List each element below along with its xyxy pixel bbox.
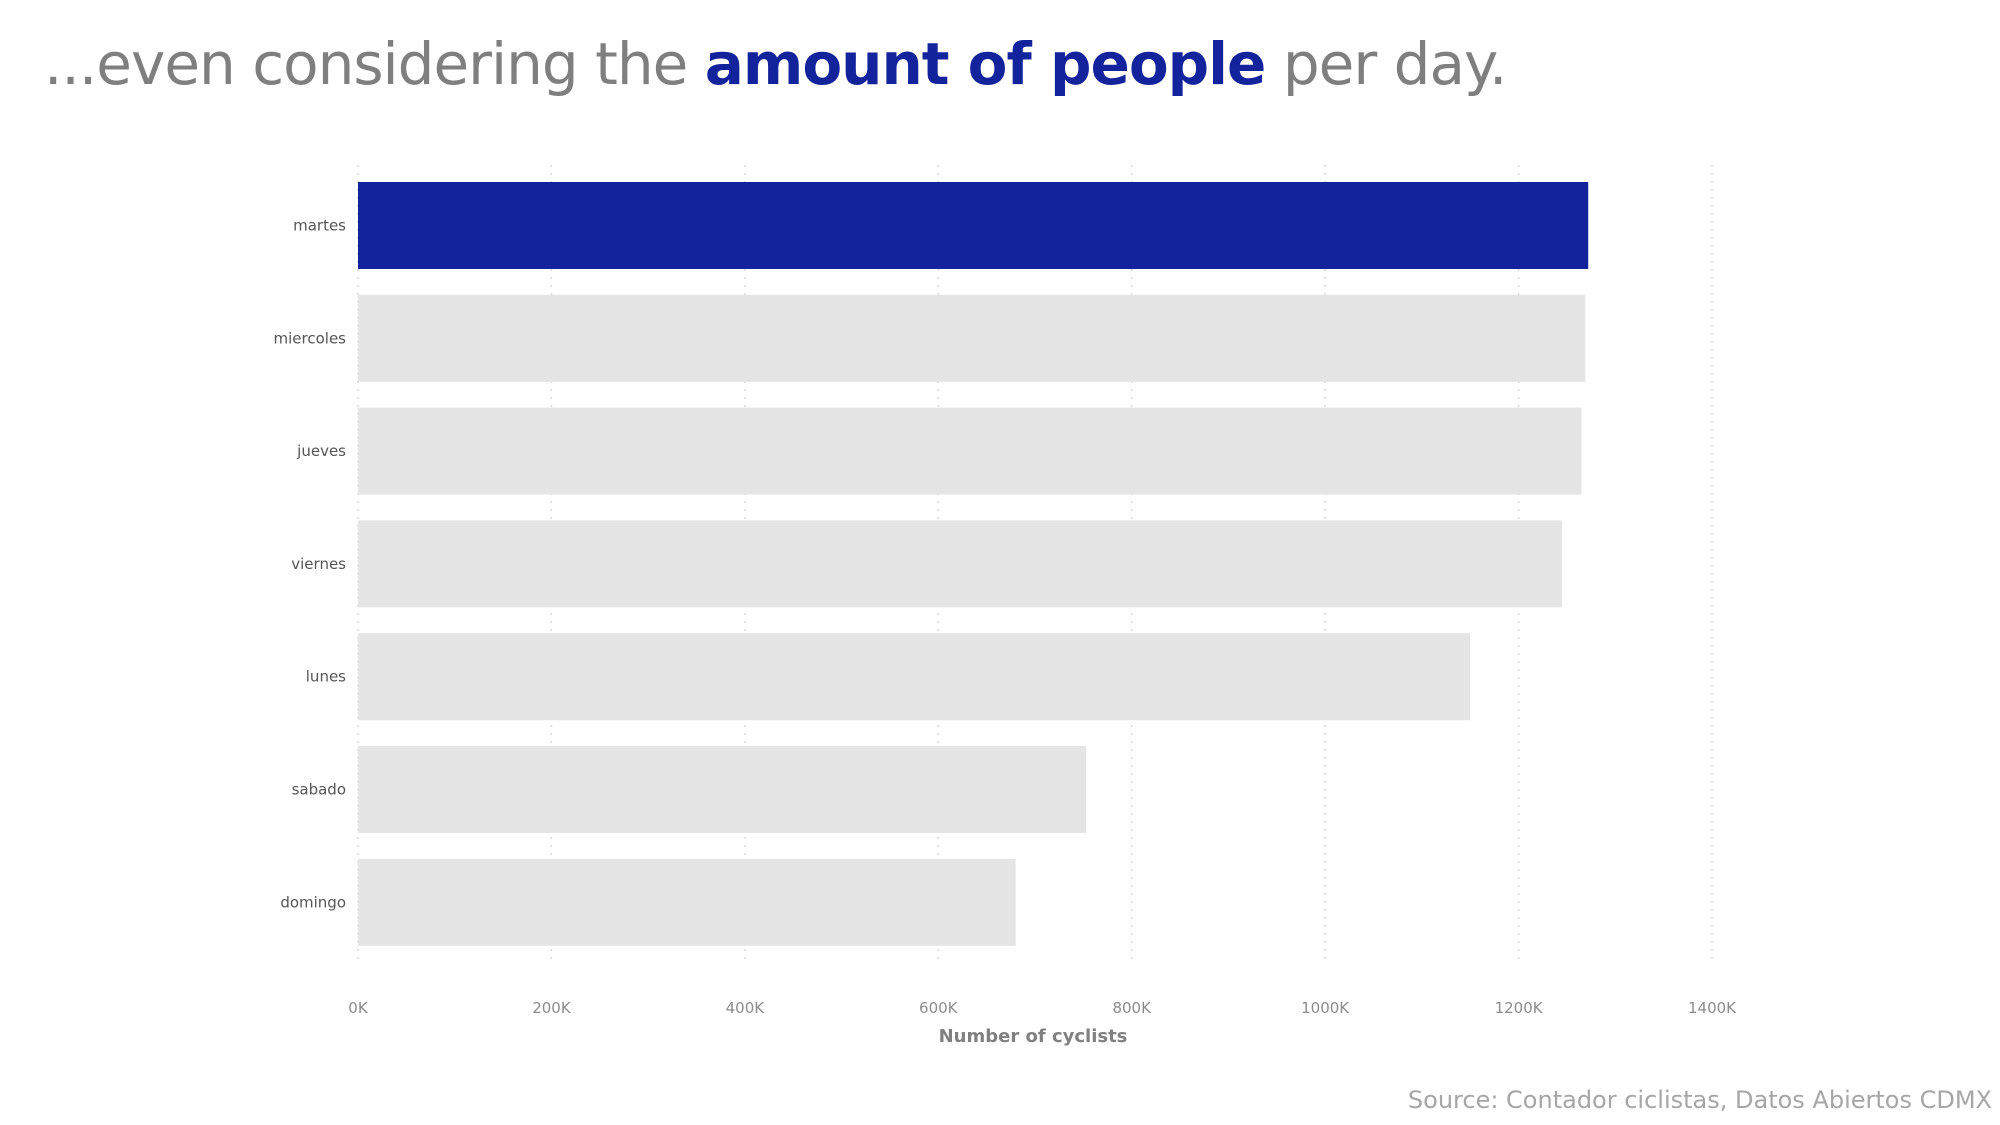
title-suffix: per day. [1265, 30, 1508, 98]
x-tick-label-5: 1000K [1301, 999, 1350, 1017]
category-label-jueves: jueves [296, 442, 346, 460]
title-emphasis: amount of people [704, 30, 1267, 98]
bar-martes [358, 182, 1589, 269]
bar-lunes [358, 633, 1471, 721]
x-tick-label-3: 600K [919, 999, 959, 1017]
category-label-lunes: lunes [306, 668, 346, 686]
slide-title: ...even considering the amount of people… [44, 30, 1508, 98]
x-axis-title: Number of cyclists [939, 1026, 1128, 1047]
category-label-martes: martes [293, 217, 346, 235]
x-tick-label-0: 0K [348, 999, 369, 1017]
x-tick-label-2: 400K [726, 999, 766, 1017]
title-prefix: ...even considering the [44, 30, 705, 98]
category-label-viernes: viernes [291, 555, 346, 573]
bar-sabado [358, 746, 1087, 833]
x-tick-label-7: 1400K [1688, 999, 1737, 1017]
bar-domingo [358, 858, 1016, 946]
x-tick-label-1: 200K [532, 999, 572, 1017]
source-note: Source: Contador ciclistas, Datos Abiert… [1407, 1086, 1992, 1114]
category-label-miercoles: miercoles [274, 329, 347, 347]
bar-jueves [358, 407, 1582, 495]
bar-miercoles [358, 294, 1586, 382]
category-label-domingo: domingo [280, 893, 346, 911]
bar-viernes [358, 520, 1563, 608]
x-tick-label-4: 800K [1112, 999, 1152, 1017]
x-tick-label-6: 1200K [1495, 999, 1544, 1017]
category-label-sabado: sabado [292, 781, 346, 799]
